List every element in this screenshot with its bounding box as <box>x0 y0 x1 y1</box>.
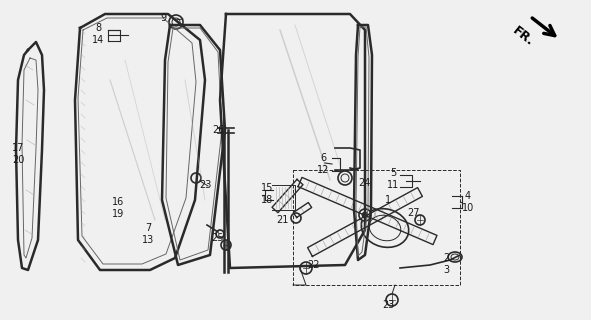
Text: 9: 9 <box>160 13 166 23</box>
Text: 23: 23 <box>382 300 394 310</box>
Text: 22: 22 <box>307 260 319 270</box>
Text: 27: 27 <box>407 208 419 218</box>
Text: 18: 18 <box>261 195 273 205</box>
Text: 26: 26 <box>212 125 224 135</box>
Text: 19: 19 <box>112 209 124 219</box>
Text: 11: 11 <box>387 180 399 190</box>
Text: 16: 16 <box>112 197 124 207</box>
Text: 4: 4 <box>465 191 471 201</box>
Text: 24: 24 <box>358 178 370 188</box>
Text: FR.: FR. <box>510 24 536 48</box>
Text: 25: 25 <box>212 233 224 243</box>
Text: 12: 12 <box>317 165 329 175</box>
Text: 13: 13 <box>142 235 154 245</box>
Circle shape <box>359 209 371 221</box>
Circle shape <box>362 212 368 218</box>
Text: 23: 23 <box>199 180 211 190</box>
Text: 17: 17 <box>12 143 24 153</box>
Text: 3: 3 <box>443 265 449 275</box>
Text: 14: 14 <box>92 35 104 45</box>
Text: 10: 10 <box>462 203 474 213</box>
Bar <box>293 170 460 285</box>
Text: 8: 8 <box>95 23 101 33</box>
Text: 2: 2 <box>443 253 449 263</box>
Text: 15: 15 <box>261 183 273 193</box>
Text: 6: 6 <box>320 153 326 163</box>
Text: 21: 21 <box>276 215 288 225</box>
Text: 7: 7 <box>145 223 151 233</box>
Text: 5: 5 <box>390 168 396 178</box>
Text: 20: 20 <box>12 155 24 165</box>
Text: 1: 1 <box>385 195 391 205</box>
